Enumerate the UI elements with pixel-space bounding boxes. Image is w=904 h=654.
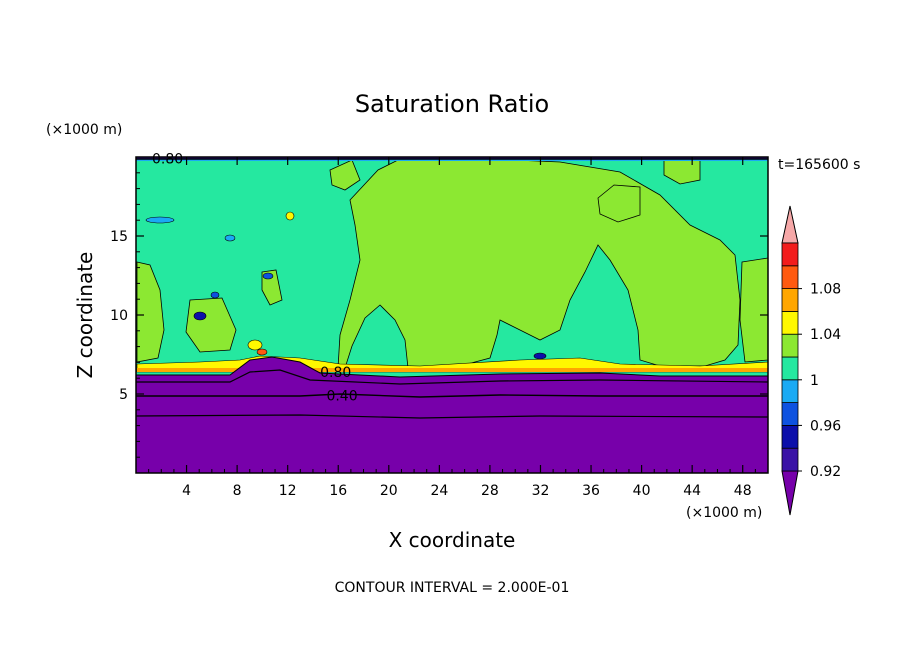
x-unit-label: (×1000 m) (686, 505, 762, 521)
y-tick-label: 5 (119, 387, 128, 403)
colorbar-box (781, 333, 799, 358)
dry-region (136, 356, 768, 473)
y-axis-title: Z coordinate (73, 252, 97, 379)
saturated-layer-orange (137, 368, 768, 372)
x-tick-label: 20 (380, 483, 398, 499)
colorbar: 1.08 1.04 1 0.96 0.92 (781, 205, 841, 516)
x-tick-label: 40 (633, 483, 651, 499)
colorbar-end-low (781, 470, 799, 516)
colorbar-end-high (781, 205, 799, 244)
colorbar-label: 1 (810, 373, 819, 389)
x-tick-label: 12 (279, 483, 297, 499)
plot-area (136, 157, 768, 473)
x-tick-label: 8 (233, 483, 242, 499)
chart-title: Saturation Ratio (355, 90, 549, 118)
time-label: t=165600 s (778, 157, 860, 173)
colorbar-label: 1.08 (810, 282, 841, 298)
cloud-cells (145, 211, 547, 360)
colorbar-box (781, 356, 799, 381)
field-region (597, 184, 641, 223)
colorbar-box (781, 379, 799, 403)
x-axis-title: X coordinate (389, 528, 516, 552)
colorbar-label: 1.04 (810, 327, 841, 343)
x-tick-label: 32 (532, 483, 550, 499)
contour-label: 0.80 (152, 152, 183, 168)
x-axis-ticks: 4 8 12 16 20 24 28 32 36 40 44 48 (148, 157, 756, 499)
x-tick-label: 4 (182, 483, 191, 499)
x-tick-label: 24 (430, 483, 448, 499)
contour-line (136, 369, 768, 385)
x-tick-label: 48 (734, 483, 752, 499)
top-band-dark (136, 157, 768, 159)
colorbar-box (781, 424, 799, 449)
y-unit-label: (×1000 m) (46, 122, 122, 138)
field-region (739, 257, 768, 363)
colorbar-box (781, 265, 799, 289)
contour-interval-footer: CONTOUR INTERVAL = 2.000E-01 (335, 580, 570, 596)
contour-line (136, 414, 768, 419)
contour-label: 0.80 (320, 365, 351, 381)
field-region (329, 159, 361, 191)
y-tick-label: 10 (110, 308, 128, 324)
colorbar-box (781, 447, 799, 472)
x-tick-label: 36 (582, 483, 600, 499)
y-tick-label: 15 (110, 229, 128, 245)
contour-label: 0.40 (326, 389, 357, 405)
y-axis-ticks: 5 10 15 (110, 172, 768, 458)
colorbar-box (781, 288, 799, 312)
colorbar-box (781, 310, 799, 335)
contour-labels: 0.80 0.80 0.40 (152, 152, 358, 405)
colorbar-box (781, 402, 799, 426)
colorbar-label: 0.92 (810, 464, 841, 480)
x-tick-label: 44 (683, 483, 701, 499)
colorbar-label: 0.96 (810, 418, 841, 434)
field-region (185, 297, 237, 353)
colorbar-box (781, 242, 799, 267)
x-tick-label: 28 (481, 483, 499, 499)
x-tick-label: 16 (329, 483, 347, 499)
contour-line (136, 393, 768, 398)
